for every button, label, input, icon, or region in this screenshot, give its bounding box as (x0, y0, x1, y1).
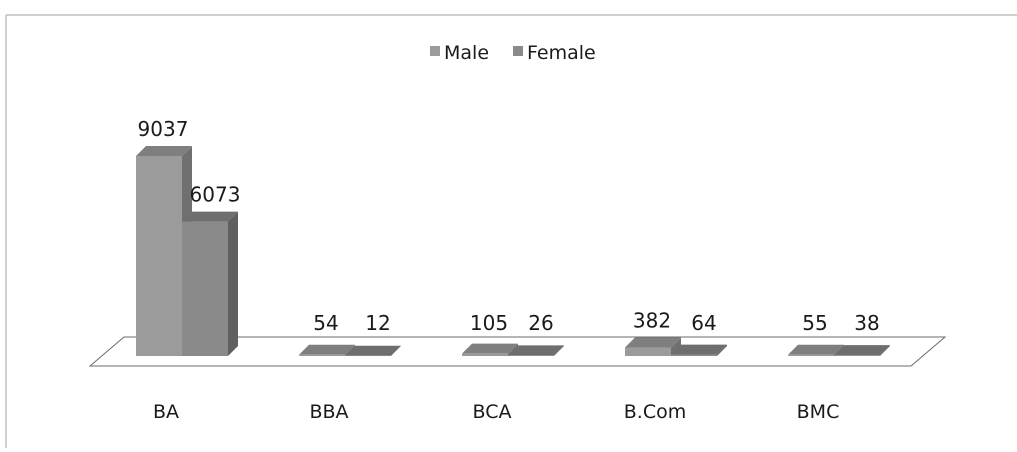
x-tick-label-b-com: B.Com (624, 401, 686, 423)
bar-male-b-com-front (625, 348, 671, 356)
x-tick-label-ba: BA (153, 401, 179, 423)
bar-male-bca-front (462, 354, 508, 356)
data-label-male-bca: 105 (470, 311, 508, 335)
legend-label-male: Male (444, 42, 489, 64)
x-axis-labels: BA BBA BCA B.Com BMC (153, 401, 839, 423)
data-label-male-b-com: 382 (633, 309, 671, 333)
data-label-female-bca: 26 (528, 311, 553, 335)
bar-female-b-com (671, 345, 727, 356)
legend-swatch-male (430, 46, 440, 56)
legend-swatch-female (513, 46, 523, 56)
x-tick-label-bmc: BMC (797, 401, 840, 423)
bar-male-bmc-front (788, 355, 834, 356)
x-tick-label-bba: BBA (309, 401, 348, 423)
legend: Male Female (430, 42, 596, 64)
data-labels-layer: 9037 6073 54 12 105 26 382 64 55 38 (138, 117, 880, 335)
data-label-male-bmc: 55 (802, 311, 827, 335)
data-label-female-b-com: 64 (691, 311, 716, 335)
bar-male-bba-front (299, 355, 345, 356)
bars-layer (136, 146, 890, 356)
bar-female-b-com-front (671, 355, 717, 356)
bar-female-ba-side (228, 212, 238, 356)
bar-female-bca-front (508, 355, 554, 356)
legend-label-female: Female (527, 42, 596, 64)
data-label-female-ba: 6073 (190, 183, 241, 207)
data-label-male-bba: 54 (313, 311, 338, 335)
bar-female-ba (182, 212, 238, 356)
bar-female-bmc-front (834, 355, 880, 356)
x-tick-label-bca: BCA (473, 401, 512, 423)
bar-female-ba-front (182, 222, 228, 356)
data-label-male-ba: 9037 (138, 117, 189, 141)
data-label-female-bmc: 38 (854, 311, 879, 335)
bar-male-ba-front (136, 156, 182, 356)
data-label-female-bba: 12 (365, 311, 390, 335)
bar-female-bmc (834, 345, 890, 356)
